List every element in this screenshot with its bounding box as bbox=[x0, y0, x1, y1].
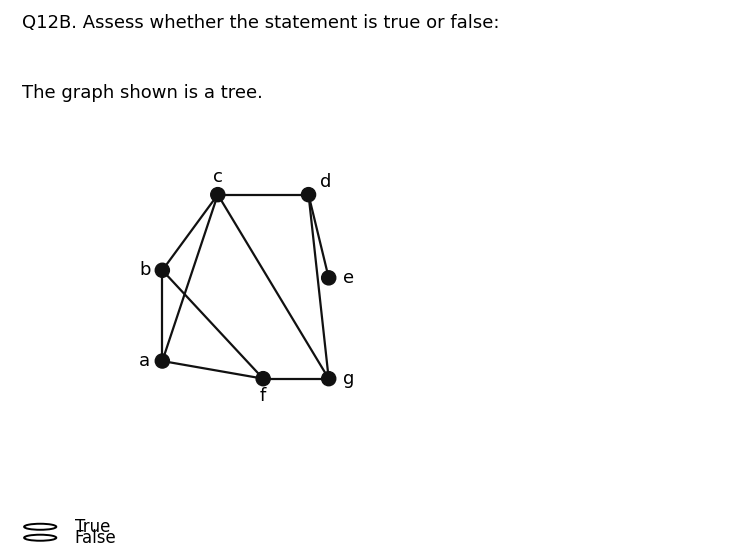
Text: True: True bbox=[75, 518, 110, 536]
Text: c: c bbox=[213, 168, 223, 186]
Circle shape bbox=[256, 372, 270, 386]
Text: a: a bbox=[139, 352, 151, 370]
Circle shape bbox=[322, 372, 336, 386]
Circle shape bbox=[155, 263, 170, 277]
Text: The graph shown is a tree.: The graph shown is a tree. bbox=[22, 84, 263, 102]
Circle shape bbox=[155, 354, 170, 368]
Text: b: b bbox=[139, 261, 151, 279]
Circle shape bbox=[322, 271, 336, 285]
Text: False: False bbox=[75, 529, 116, 547]
Text: e: e bbox=[344, 269, 355, 287]
Circle shape bbox=[211, 187, 225, 202]
Text: f: f bbox=[260, 387, 266, 406]
Text: d: d bbox=[320, 173, 332, 191]
Circle shape bbox=[301, 187, 316, 202]
Text: Q12B. Assess whether the statement is true or false:: Q12B. Assess whether the statement is tr… bbox=[22, 14, 499, 32]
Text: g: g bbox=[343, 370, 355, 387]
